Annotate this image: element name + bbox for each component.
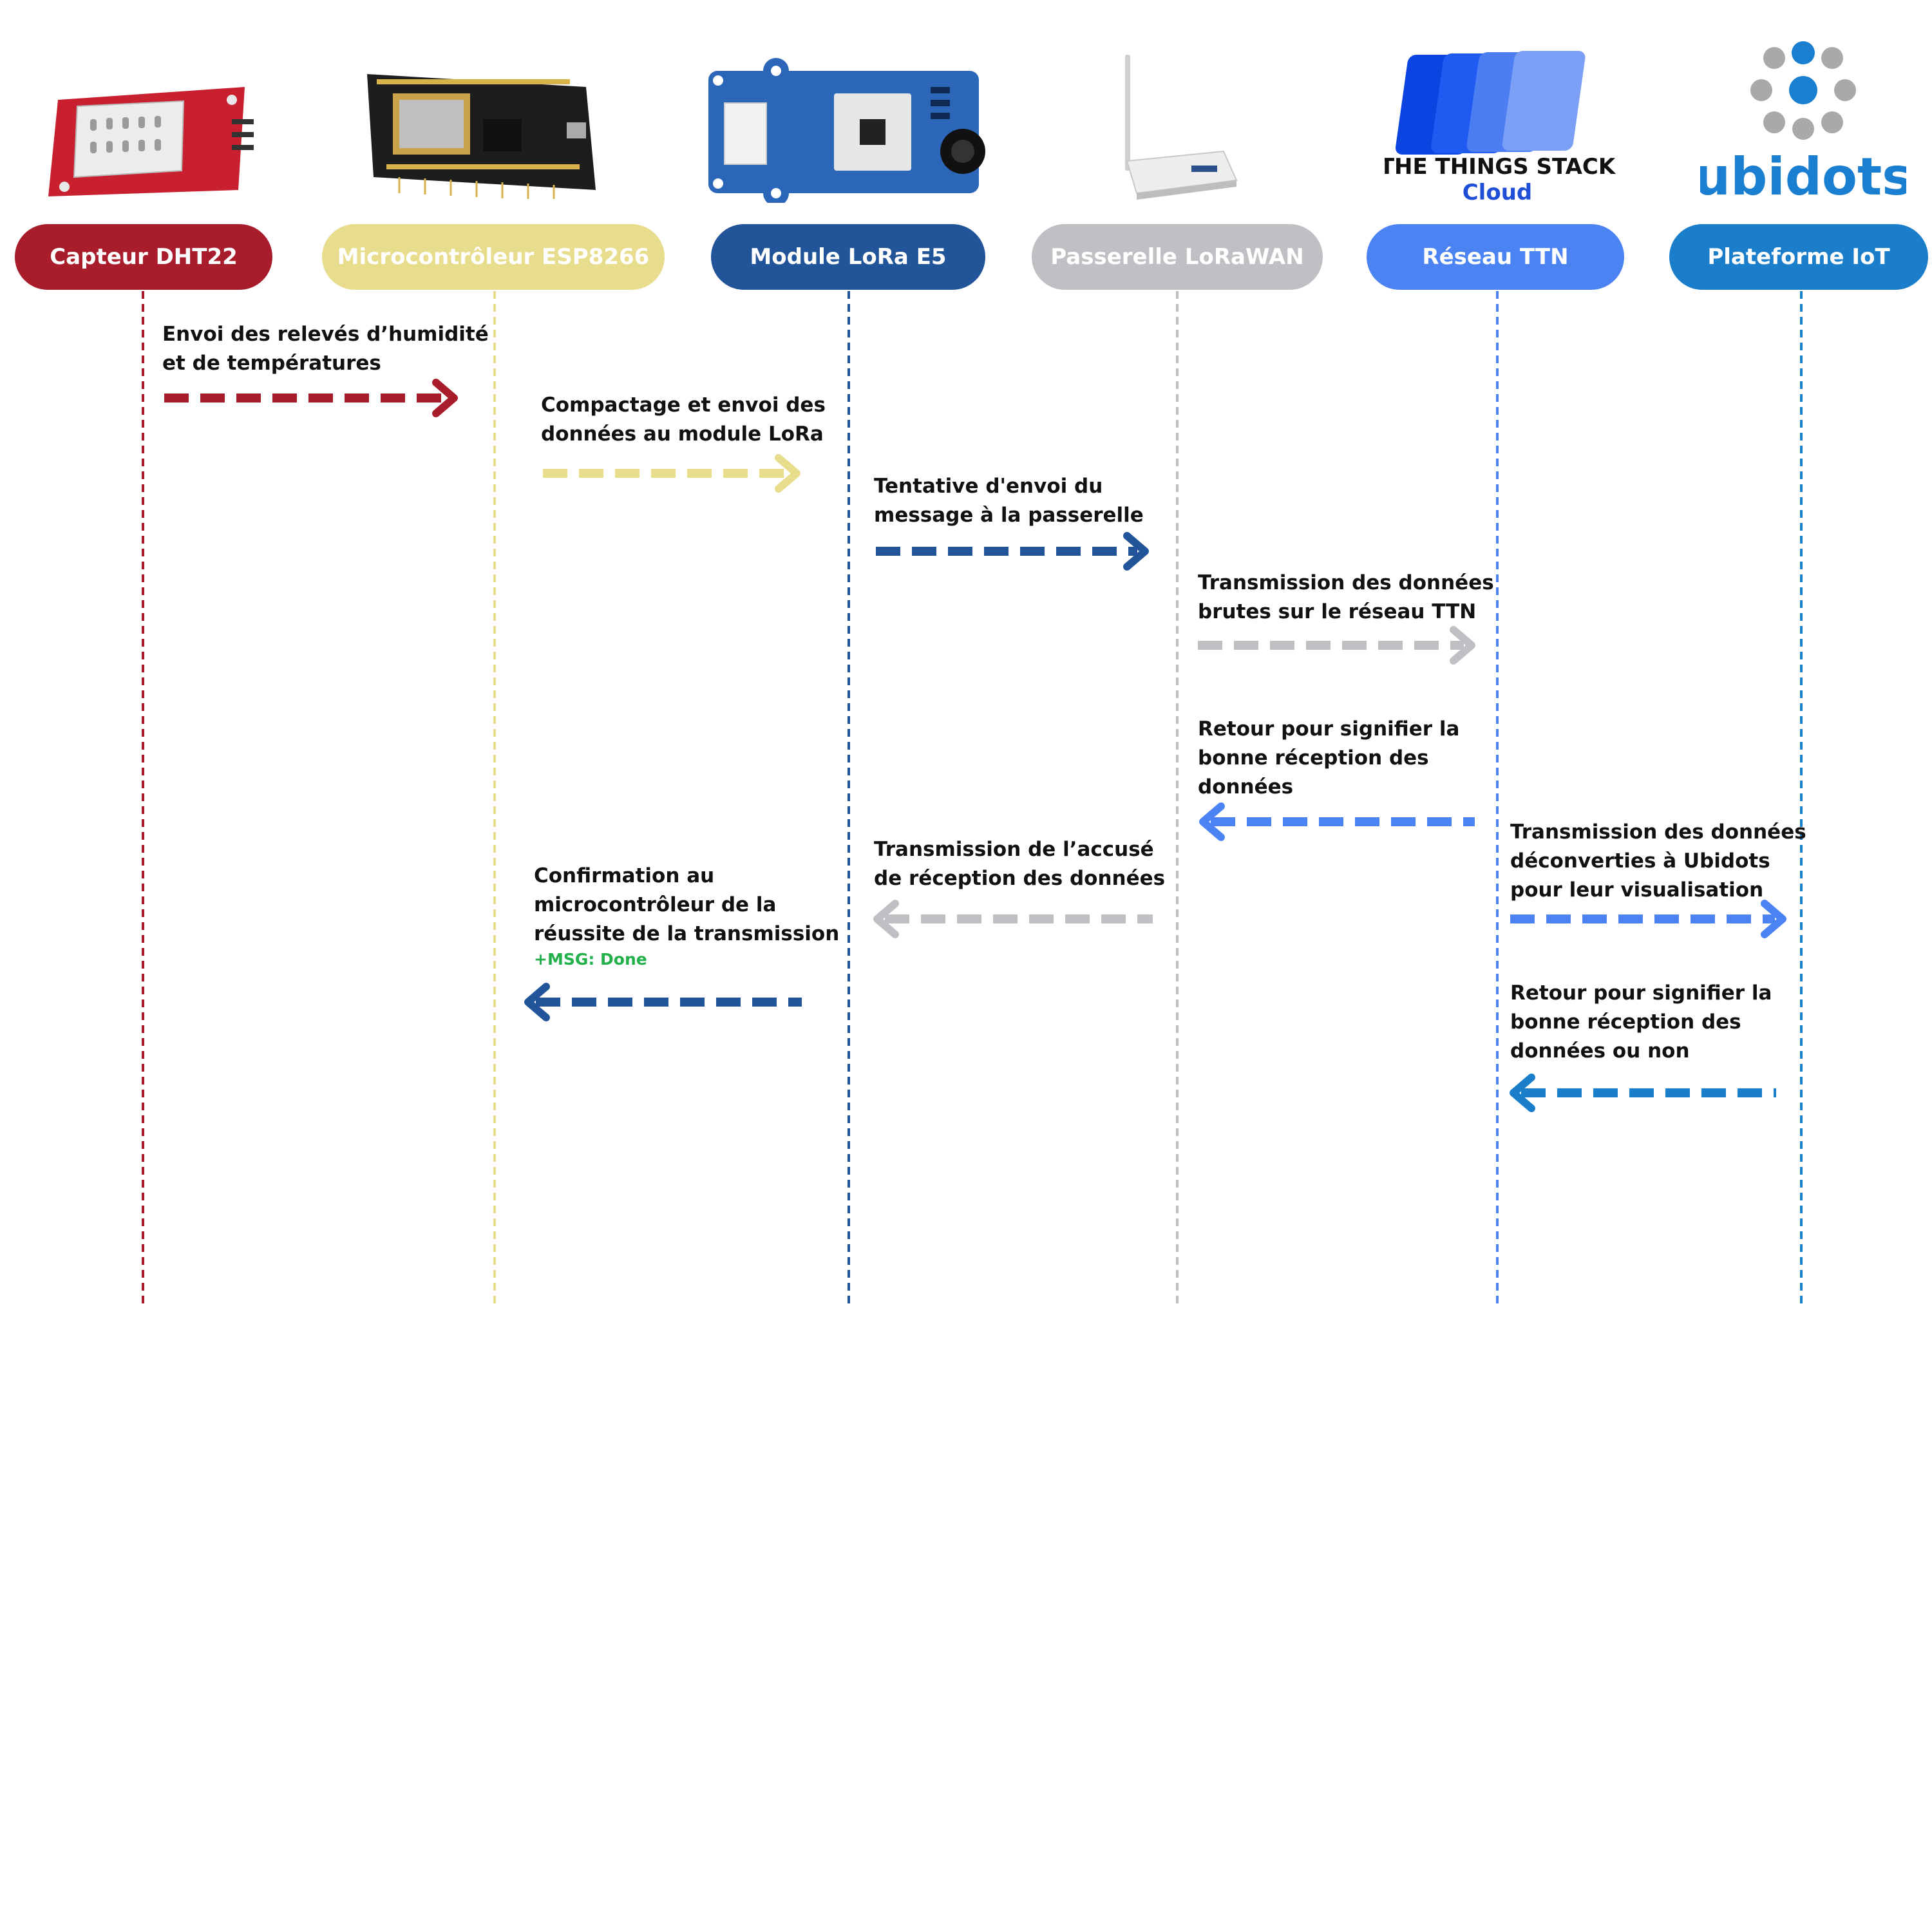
lorawan-gateway-router-icon	[1125, 55, 1238, 200]
ubidots-wordmark: ubidots	[1700, 147, 1906, 207]
message-2-arrow	[543, 454, 800, 493]
participant-capteur-dht22: Capteur DHT22	[15, 224, 272, 290]
message-7-arrow	[873, 900, 1153, 938]
lora-e5-module-icon	[708, 58, 985, 203]
message-3-arrow	[876, 532, 1149, 571]
message-3-label: Tentative d'envoi du message à la passer…	[874, 475, 1144, 527]
the-things-stack-logo-icon: THE THINGS STACK Cloud	[1385, 51, 1616, 205]
message-6-label: Transmission des données déconverties à …	[1510, 820, 1806, 902]
participant-reseau-ttn: Réseau TTN	[1367, 224, 1624, 290]
message-8-label: Confirmation au microcontrôleur de la ré…	[534, 864, 840, 945]
dht22-sensor-board-icon	[48, 87, 254, 196]
message-7-label: Transmission de l’accusé de réception de…	[874, 838, 1166, 890]
message-4-arrow	[1198, 626, 1475, 665]
message-1-label: Envoi des relevés d’humidité et de tempé…	[162, 323, 489, 375]
participant-microcontroleur-esp8266: Microcontrôleur ESP8266	[322, 224, 665, 290]
ttn-logo-title: THE THINGS STACK	[1385, 154, 1616, 180]
message-5-arrow	[1199, 802, 1475, 841]
ttn-logo-subtitle: Cloud	[1463, 180, 1533, 205]
message-2-label: Compactage et envoi des données au modul…	[541, 393, 826, 446]
participant-passerelle-lorawan: Passerelle LoRaWAN	[1032, 224, 1323, 290]
message-5-label: Retour pour signifier la bonne réception…	[1198, 717, 1460, 799]
message-8-note: +MSG: Done	[534, 950, 647, 969]
message-6-arrow	[1510, 900, 1786, 938]
message-9-label: Retour pour signifier la bonne réception…	[1510, 981, 1772, 1063]
message-8-arrow	[524, 983, 802, 1021]
participant-plateforme-iot: Plateforme IoT	[1669, 224, 1928, 290]
message-1-arrow	[164, 379, 458, 417]
message-4-label: Transmission des données brutes sur le r…	[1198, 571, 1494, 623]
participant-module-lora-e5: Module LoRa E5	[711, 224, 985, 290]
message-9-arrow	[1510, 1074, 1776, 1112]
ubidots-logo-icon: ubidots	[1700, 41, 1906, 207]
esp8266-board-icon	[367, 74, 596, 199]
